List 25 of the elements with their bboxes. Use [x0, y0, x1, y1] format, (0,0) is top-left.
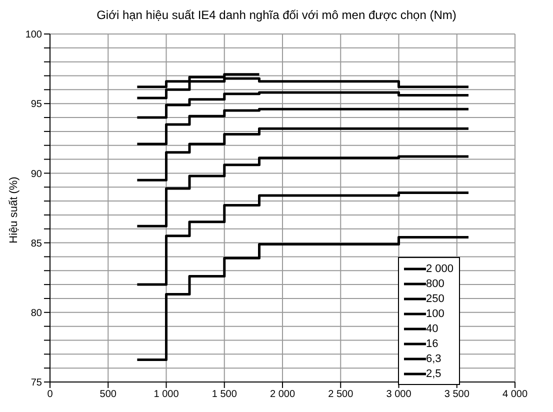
x-tick-label: 2 500: [328, 389, 354, 400]
y-tick-label: 75: [30, 378, 42, 389]
legend-label: 800: [426, 278, 444, 290]
legend-label: 2,5: [426, 368, 442, 380]
legend-label: 6,3: [426, 352, 442, 364]
x-tick-label: 3 000: [386, 389, 412, 400]
x-tick-label: 2 000: [270, 389, 296, 400]
legend-label: 40: [426, 322, 438, 334]
y-axis-title: Hiệu suất (%): [8, 176, 20, 244]
y-tick-label: 100: [25, 30, 42, 41]
x-tick-label: 3 500: [444, 389, 470, 400]
x-tick-label: 4 000: [502, 389, 528, 400]
legend-label: 16: [426, 338, 438, 350]
x-tick-label: 1 000: [154, 389, 180, 400]
chart-title: Giới hạn hiệu suất IE4 danh nghĩa đối với mô men được chọn (Nm): [96, 8, 458, 22]
y-tick-label: 85: [30, 238, 42, 250]
x-tick-label: 0: [47, 389, 54, 400]
legend-label: 250: [426, 292, 444, 304]
x-tick-label: 1 500: [212, 389, 238, 400]
legend-label: 2 000: [426, 262, 454, 274]
y-tick-label: 90: [30, 168, 42, 180]
legend-label: 100: [426, 308, 444, 320]
y-tick-label: 80: [30, 308, 42, 319]
x-tick-label: 500: [100, 389, 117, 400]
y-tick-label: 95: [30, 99, 42, 110]
